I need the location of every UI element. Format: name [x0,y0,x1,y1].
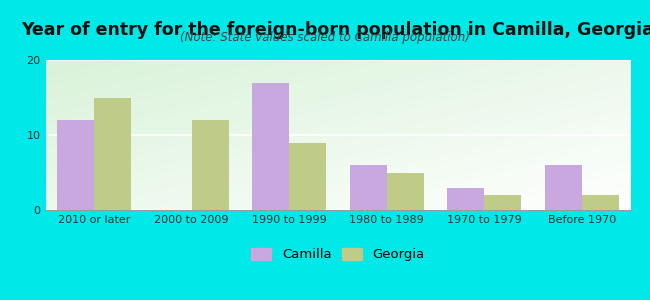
Bar [582,195,619,210]
Bar [192,120,229,210]
Bar [484,195,521,210]
Title: Year of entry for the foreign-born population in Camilla, Georgia: Year of entry for the foreign-born popul… [21,21,650,39]
Bar [447,188,484,210]
Bar [350,165,387,210]
Bar [57,120,94,210]
Bar [545,165,582,210]
Bar [94,98,131,210]
Legend: Camilla, Georgia: Camilla, Georgia [246,242,430,266]
Bar [252,82,289,210]
Bar [387,172,424,210]
Text: (Note: State values scaled to Camilla population): (Note: State values scaled to Camilla po… [180,32,470,44]
Bar [289,142,326,210]
